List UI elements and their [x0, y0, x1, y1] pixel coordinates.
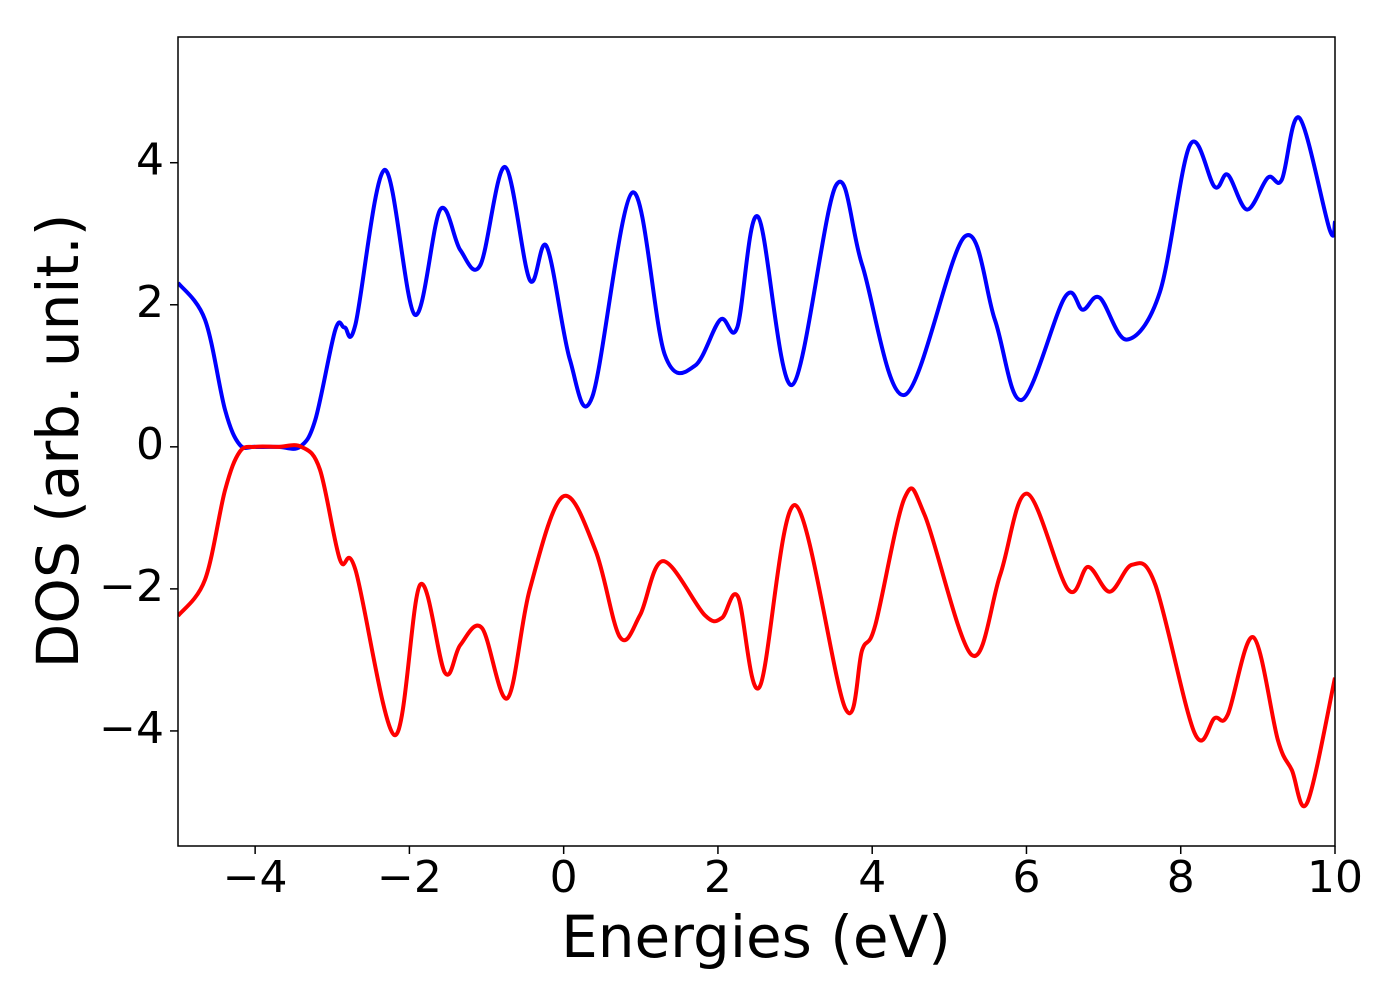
x-tick-label: 8: [1167, 852, 1195, 903]
x-tick-label: 4: [858, 852, 886, 903]
x-tick-label: 2: [704, 852, 732, 903]
x-tick-label: −4: [223, 852, 288, 903]
y-tick-label: 4: [136, 135, 164, 186]
x-axis-label: Energies (eV): [561, 903, 951, 971]
y-tick-label: −4: [99, 703, 164, 754]
y-axis-label: DOS (arb. unit.): [24, 214, 92, 669]
x-tick-label: 10: [1307, 852, 1363, 903]
plot-frame: [178, 37, 1335, 846]
chart: Energies (eV) DOS (arb. unit.) −4 −2 0 2 4 6 8…: [0, 0, 1400, 1000]
line: [178, 117, 1335, 449]
y-tick-label: −2: [99, 561, 164, 612]
y-tick-label: 0: [136, 419, 164, 470]
x-tick-label: −2: [377, 852, 442, 903]
x-tick-label: 0: [550, 852, 578, 903]
y-tick-label: 2: [136, 277, 164, 328]
x-tick-label: 6: [1012, 852, 1040, 903]
page: {"chart_data": {"type": "line", "xlabel"…: [0, 0, 1400, 1000]
line: [178, 445, 1335, 806]
